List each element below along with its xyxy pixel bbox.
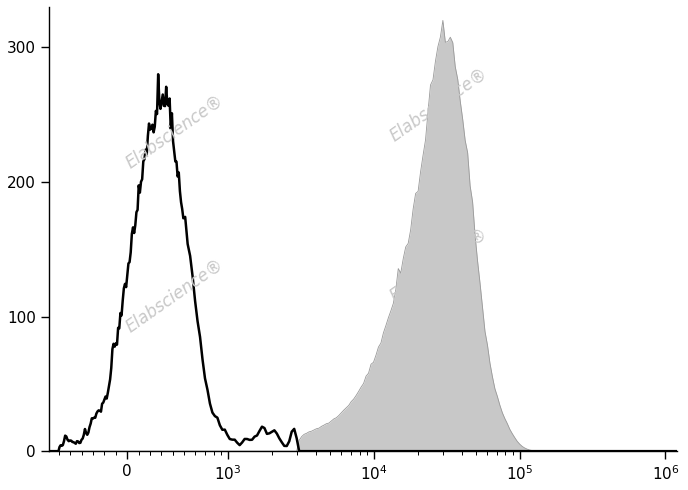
Text: Elabscience®: Elabscience® (386, 64, 491, 145)
Text: Elabscience®: Elabscience® (386, 224, 491, 305)
Text: Elabscience®: Elabscience® (122, 255, 227, 336)
Text: Elabscience®: Elabscience® (122, 91, 227, 172)
